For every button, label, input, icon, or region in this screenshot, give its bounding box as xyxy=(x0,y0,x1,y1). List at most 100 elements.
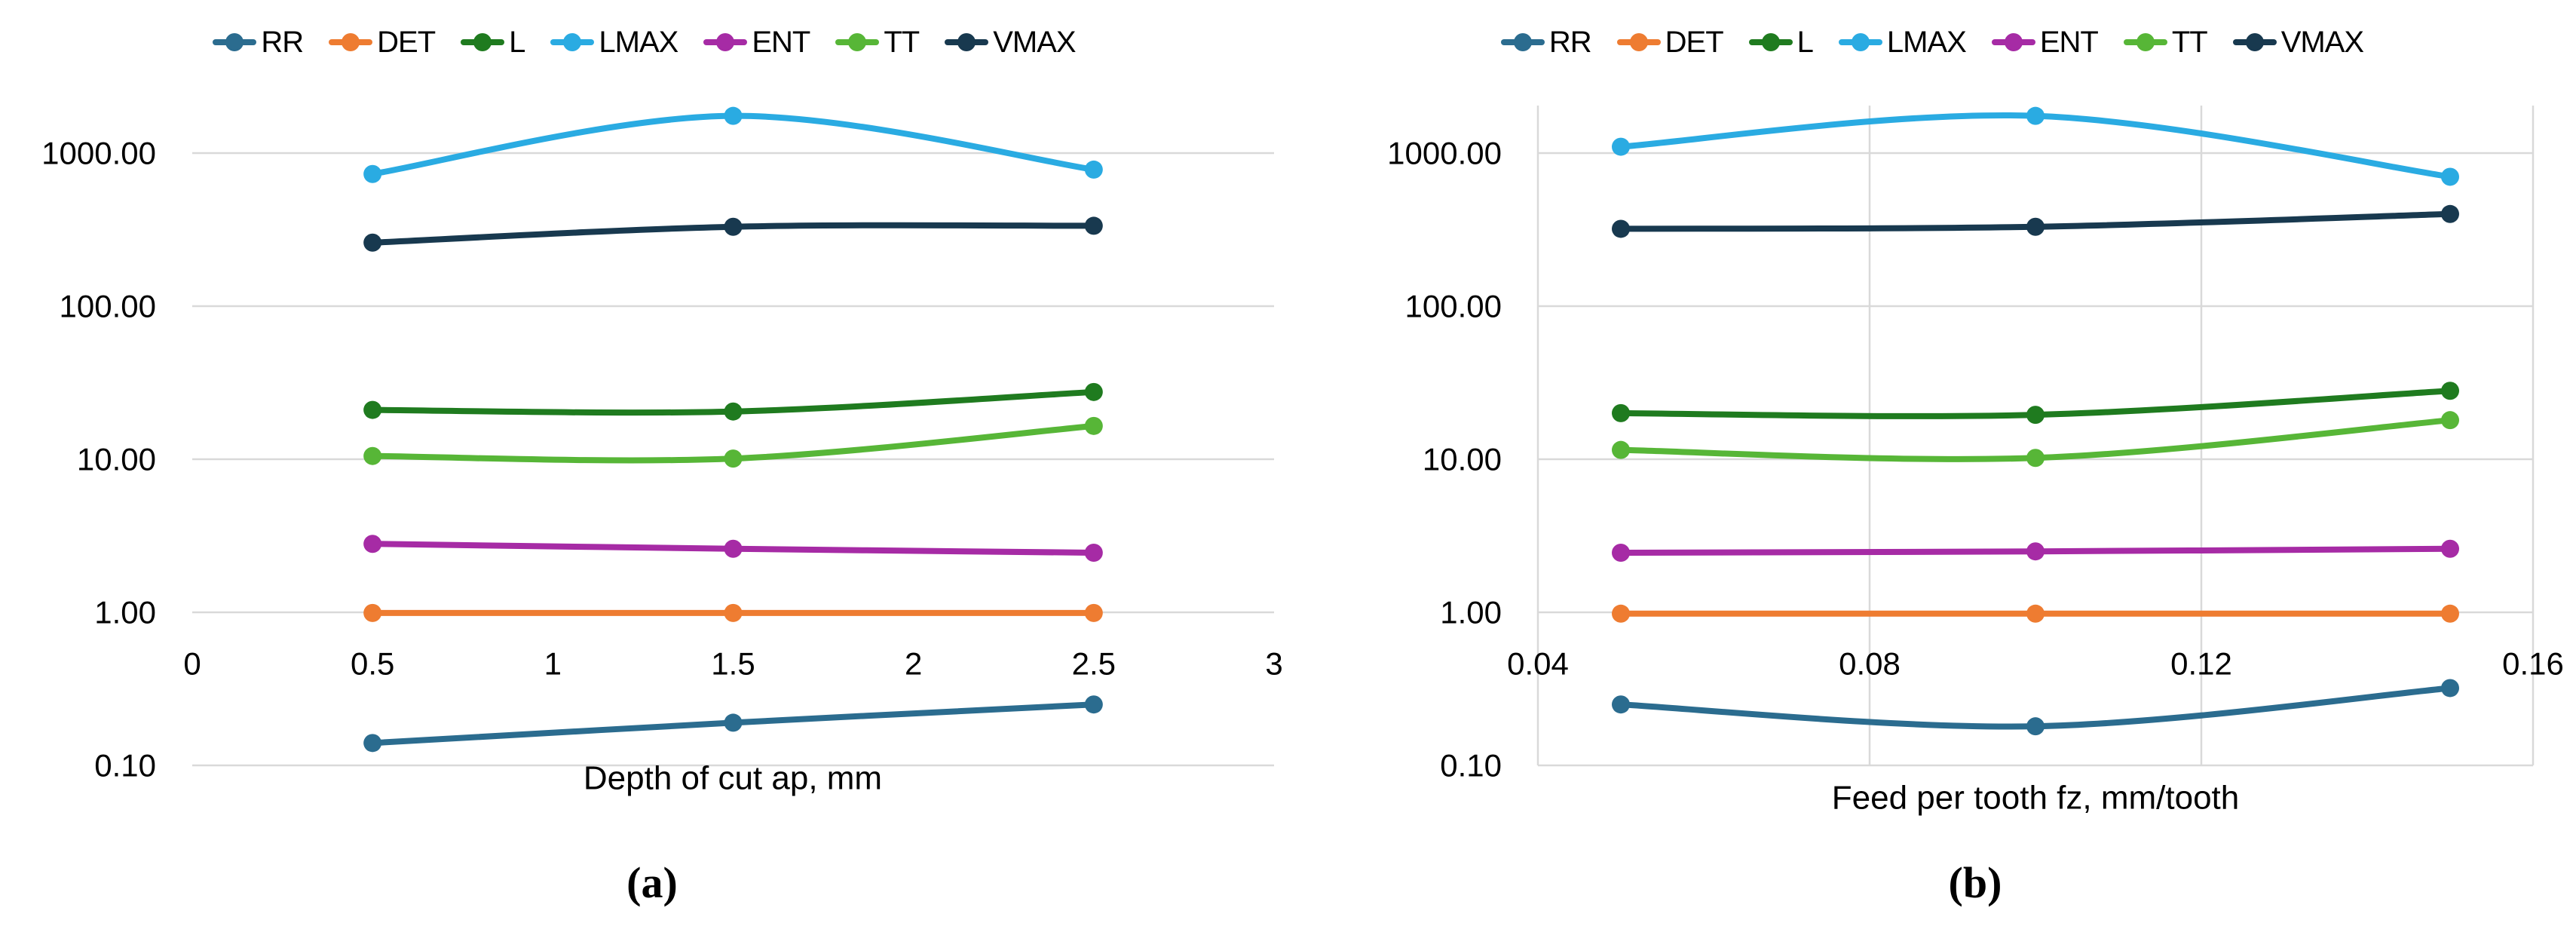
data-point-marker-tt xyxy=(363,446,382,465)
legend-item-ent: ENT xyxy=(1991,26,2099,59)
legend-line-marker-icon xyxy=(329,32,373,52)
data-point-marker-ent xyxy=(1084,543,1103,562)
data-point-marker-l xyxy=(724,402,743,421)
y-axis-tick-label: 10.00 xyxy=(1423,442,1502,477)
data-point-marker-det xyxy=(724,603,743,622)
legend-dot xyxy=(225,33,244,51)
x-axis-tick-label: 2.5 xyxy=(1072,646,1116,682)
legend-label: DET xyxy=(1665,26,1724,59)
x-axis-tick-label: 1 xyxy=(544,646,562,682)
data-point-marker-rr xyxy=(2441,679,2459,698)
legend-dot xyxy=(848,33,867,51)
legend-label: ENT xyxy=(2039,26,2099,59)
legend-item-lmax: LMAX xyxy=(550,27,678,57)
legend-dot xyxy=(1761,33,1780,51)
data-point-marker-tt xyxy=(1612,440,1630,459)
data-point-marker-vmax xyxy=(1612,219,1630,238)
data-point-marker-lmax xyxy=(2026,106,2045,125)
y-axis-tick-label: 1000.00 xyxy=(1387,136,1502,171)
data-point-marker-det xyxy=(1084,603,1103,622)
legend-line-marker-icon xyxy=(550,32,595,52)
x-axis-title: Feed per tooth fz, mm/tooth xyxy=(1832,780,2239,817)
data-point-marker-det xyxy=(1612,604,1630,623)
x-axis-tick-label: 0.16 xyxy=(2502,646,2564,682)
data-point-marker-ent xyxy=(2026,542,2045,561)
legend-line-marker-icon xyxy=(1748,32,1793,52)
data-point-marker-lmax xyxy=(1612,137,1630,156)
legend-item-ent: ENT xyxy=(703,27,810,57)
data-point-marker-lmax xyxy=(1084,160,1103,179)
legend-dot xyxy=(1629,33,1648,51)
x-axis-tick-label: 0.12 xyxy=(2170,646,2232,682)
legend-dot xyxy=(716,33,735,51)
data-point-marker-l xyxy=(1084,382,1103,401)
x-axis-tick-label: 0.04 xyxy=(1507,646,1569,682)
legend-line-marker-icon xyxy=(945,32,989,52)
legend-dot xyxy=(2136,33,2155,51)
legend-line-marker-icon xyxy=(213,32,257,52)
data-point-marker-vmax xyxy=(2441,204,2459,223)
legend-line-marker-icon xyxy=(2232,32,2277,52)
legend-dot xyxy=(2245,33,2264,51)
data-point-marker-l xyxy=(363,400,382,419)
legend-item-lmax: LMAX xyxy=(1838,26,1967,59)
data-point-marker-rr xyxy=(1612,695,1630,714)
legend-item-rr: RR xyxy=(1500,27,1592,57)
legend-item-vmax: VMAX xyxy=(945,26,1077,59)
subplot-label: (a) xyxy=(626,858,678,907)
data-point-marker-det xyxy=(363,603,382,622)
data-point-marker-det xyxy=(2026,604,2045,623)
legend-label: VMAX xyxy=(993,26,1076,59)
x-axis-tick-label: 0.08 xyxy=(1839,646,1901,682)
legend-item-l: L xyxy=(461,27,525,57)
data-point-marker-rr xyxy=(1084,695,1103,714)
data-point-marker-l xyxy=(1612,403,1630,422)
data-point-marker-lmax xyxy=(2441,167,2459,186)
legend-line-marker-icon xyxy=(1616,32,1661,52)
y-axis-tick-label: 1.00 xyxy=(1440,595,1502,630)
legend-line-marker-icon xyxy=(2123,32,2167,52)
legend-dot xyxy=(473,33,492,51)
legend-chart-b: RR DET L LMAX ENT TT VMAX xyxy=(1288,20,2576,65)
y-axis-tick-label: 100.00 xyxy=(1405,289,1502,324)
legend-dot xyxy=(563,33,582,51)
legend-item-det: DET xyxy=(329,26,436,59)
data-point-marker-vmax xyxy=(2026,217,2045,236)
legend-item-det: DET xyxy=(1616,26,1724,59)
y-axis-tick-label: 10.00 xyxy=(77,442,156,477)
data-point-marker-rr xyxy=(2026,717,2045,736)
legend-dot xyxy=(957,33,976,51)
legend-line-marker-icon xyxy=(1500,32,1545,52)
data-point-marker-ent xyxy=(2441,539,2459,558)
legend-label: LMAX xyxy=(599,26,678,59)
legend-label: LMAX xyxy=(1886,26,1967,59)
legend-dot xyxy=(342,33,360,51)
data-point-marker-det xyxy=(2441,604,2459,623)
data-point-marker-tt xyxy=(2026,449,2045,468)
legend-label: DET xyxy=(377,26,436,59)
y-axis-tick-label: 0.10 xyxy=(94,748,156,783)
legend-line-marker-icon xyxy=(461,32,505,52)
data-point-marker-vmax xyxy=(724,217,743,236)
data-point-marker-lmax xyxy=(724,106,743,125)
data-point-marker-tt xyxy=(2441,411,2459,430)
legend-chart-a: RR DET L LMAX ENT TT VMAX xyxy=(0,20,1288,65)
data-point-marker-l xyxy=(2026,406,2045,425)
data-point-marker-ent xyxy=(1612,543,1630,562)
data-point-marker-lmax xyxy=(363,164,382,183)
y-axis-tick-label: 1000.00 xyxy=(41,136,156,171)
legend-item-rr: RR xyxy=(213,26,304,59)
y-axis-tick-label: 100.00 xyxy=(60,289,156,324)
data-point-marker-ent xyxy=(363,535,382,553)
legend-item-l: L xyxy=(1748,27,1814,57)
legend-label: RR xyxy=(261,26,304,59)
legend-label: L xyxy=(509,26,525,59)
data-point-marker-rr xyxy=(363,734,382,753)
legend-item-tt: TT xyxy=(835,27,920,57)
x-axis-tick-label: 3 xyxy=(1265,646,1282,682)
legend-item-tt: TT xyxy=(2123,27,2208,57)
legend-dot xyxy=(2004,33,2023,51)
data-point-marker-vmax xyxy=(363,233,382,252)
